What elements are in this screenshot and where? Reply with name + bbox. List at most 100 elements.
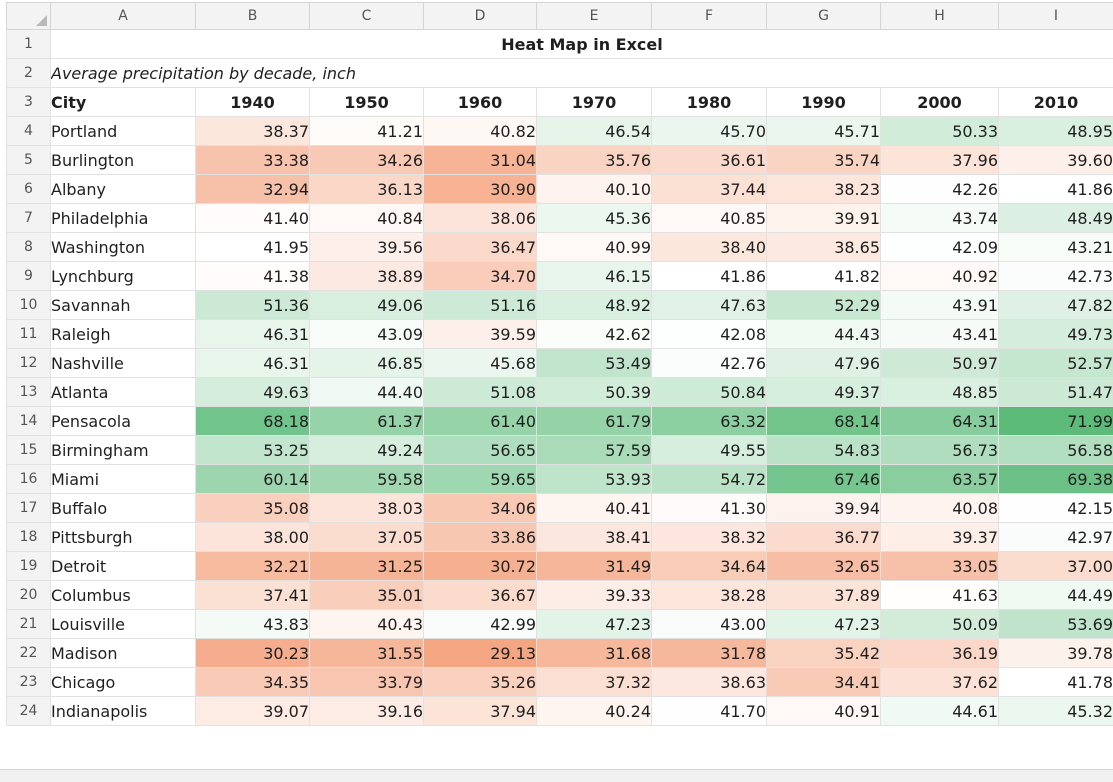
value-cell[interactable]: 41.30: [652, 494, 767, 523]
column-header-h[interactable]: H: [881, 3, 999, 30]
value-cell[interactable]: 56.73: [881, 436, 999, 465]
value-cell[interactable]: 49.63: [196, 378, 310, 407]
value-cell[interactable]: 39.37: [881, 523, 999, 552]
value-cell[interactable]: 61.79: [537, 407, 652, 436]
city-cell[interactable]: Burlington: [51, 146, 196, 175]
value-cell[interactable]: 41.63: [881, 581, 999, 610]
value-cell[interactable]: 48.49: [999, 204, 1113, 233]
city-cell[interactable]: Chicago: [51, 668, 196, 697]
city-cell[interactable]: Raleigh: [51, 320, 196, 349]
city-cell[interactable]: Lynchburg: [51, 262, 196, 291]
value-cell[interactable]: 60.14: [196, 465, 310, 494]
row-header[interactable]: 13: [7, 378, 51, 407]
value-cell[interactable]: 33.05: [881, 552, 999, 581]
city-cell[interactable]: Albany: [51, 175, 196, 204]
value-cell[interactable]: 38.32: [652, 523, 767, 552]
value-cell[interactable]: 39.56: [310, 233, 424, 262]
row-header[interactable]: 6: [7, 175, 51, 204]
value-cell[interactable]: 36.13: [310, 175, 424, 204]
value-cell[interactable]: 33.38: [196, 146, 310, 175]
value-cell[interactable]: 42.09: [881, 233, 999, 262]
row-header[interactable]: 10: [7, 291, 51, 320]
value-cell[interactable]: 33.79: [310, 668, 424, 697]
value-cell[interactable]: 42.99: [424, 610, 537, 639]
year-column-header[interactable]: 1980: [652, 88, 767, 117]
value-cell[interactable]: 40.41: [537, 494, 652, 523]
value-cell[interactable]: 41.86: [999, 175, 1113, 204]
value-cell[interactable]: 45.70: [652, 117, 767, 146]
city-cell[interactable]: Savannah: [51, 291, 196, 320]
value-cell[interactable]: 49.37: [767, 378, 881, 407]
value-cell[interactable]: 38.06: [424, 204, 537, 233]
value-cell[interactable]: 51.36: [196, 291, 310, 320]
value-cell[interactable]: 32.21: [196, 552, 310, 581]
value-cell[interactable]: 42.97: [999, 523, 1113, 552]
value-cell[interactable]: 39.07: [196, 697, 310, 726]
value-cell[interactable]: 61.40: [424, 407, 537, 436]
value-cell[interactable]: 37.89: [767, 581, 881, 610]
city-column-header[interactable]: City: [51, 88, 196, 117]
value-cell[interactable]: 36.19: [881, 639, 999, 668]
value-cell[interactable]: 49.06: [310, 291, 424, 320]
value-cell[interactable]: 38.41: [537, 523, 652, 552]
value-cell[interactable]: 38.63: [652, 668, 767, 697]
value-cell[interactable]: 43.91: [881, 291, 999, 320]
city-cell[interactable]: Buffalo: [51, 494, 196, 523]
city-cell[interactable]: Indianapolis: [51, 697, 196, 726]
value-cell[interactable]: 42.15: [999, 494, 1113, 523]
city-cell[interactable]: Portland: [51, 117, 196, 146]
value-cell[interactable]: 54.83: [767, 436, 881, 465]
row-header[interactable]: 11: [7, 320, 51, 349]
row-header[interactable]: 24: [7, 697, 51, 726]
value-cell[interactable]: 41.82: [767, 262, 881, 291]
value-cell[interactable]: 35.74: [767, 146, 881, 175]
city-cell[interactable]: Nashville: [51, 349, 196, 378]
value-cell[interactable]: 41.86: [652, 262, 767, 291]
value-cell[interactable]: 59.58: [310, 465, 424, 494]
row-header[interactable]: 2: [7, 59, 51, 88]
value-cell[interactable]: 35.01: [310, 581, 424, 610]
city-cell[interactable]: Detroit: [51, 552, 196, 581]
value-cell[interactable]: 35.76: [537, 146, 652, 175]
value-cell[interactable]: 68.14: [767, 407, 881, 436]
column-header-g[interactable]: G: [767, 3, 881, 30]
value-cell[interactable]: 31.04: [424, 146, 537, 175]
year-column-header[interactable]: 1940: [196, 88, 310, 117]
value-cell[interactable]: 45.32: [999, 697, 1113, 726]
value-cell[interactable]: 53.49: [537, 349, 652, 378]
value-cell[interactable]: 32.65: [767, 552, 881, 581]
value-cell[interactable]: 42.26: [881, 175, 999, 204]
value-cell[interactable]: 42.76: [652, 349, 767, 378]
city-cell[interactable]: Columbus: [51, 581, 196, 610]
value-cell[interactable]: 48.95: [999, 117, 1113, 146]
value-cell[interactable]: 30.72: [424, 552, 537, 581]
row-header[interactable]: 18: [7, 523, 51, 552]
column-header-b[interactable]: B: [196, 3, 310, 30]
column-header-d[interactable]: D: [424, 3, 537, 30]
value-cell[interactable]: 31.78: [652, 639, 767, 668]
value-cell[interactable]: 40.08: [881, 494, 999, 523]
value-cell[interactable]: 46.85: [310, 349, 424, 378]
value-cell[interactable]: 41.70: [652, 697, 767, 726]
value-cell[interactable]: 34.70: [424, 262, 537, 291]
value-cell[interactable]: 36.77: [767, 523, 881, 552]
row-header[interactable]: 17: [7, 494, 51, 523]
value-cell[interactable]: 38.89: [310, 262, 424, 291]
value-cell[interactable]: 30.90: [424, 175, 537, 204]
value-cell[interactable]: 40.10: [537, 175, 652, 204]
city-cell[interactable]: Atlanta: [51, 378, 196, 407]
value-cell[interactable]: 71.99: [999, 407, 1113, 436]
value-cell[interactable]: 39.94: [767, 494, 881, 523]
value-cell[interactable]: 48.92: [537, 291, 652, 320]
value-cell[interactable]: 45.71: [767, 117, 881, 146]
value-cell[interactable]: 46.54: [537, 117, 652, 146]
value-cell[interactable]: 38.00: [196, 523, 310, 552]
sheet-subtitle[interactable]: Average precipitation by decade, inch: [51, 59, 1113, 88]
value-cell[interactable]: 53.25: [196, 436, 310, 465]
city-cell[interactable]: Pensacola: [51, 407, 196, 436]
value-cell[interactable]: 68.18: [196, 407, 310, 436]
row-header[interactable]: 20: [7, 581, 51, 610]
city-cell[interactable]: Madison: [51, 639, 196, 668]
value-cell[interactable]: 35.42: [767, 639, 881, 668]
value-cell[interactable]: 42.08: [652, 320, 767, 349]
